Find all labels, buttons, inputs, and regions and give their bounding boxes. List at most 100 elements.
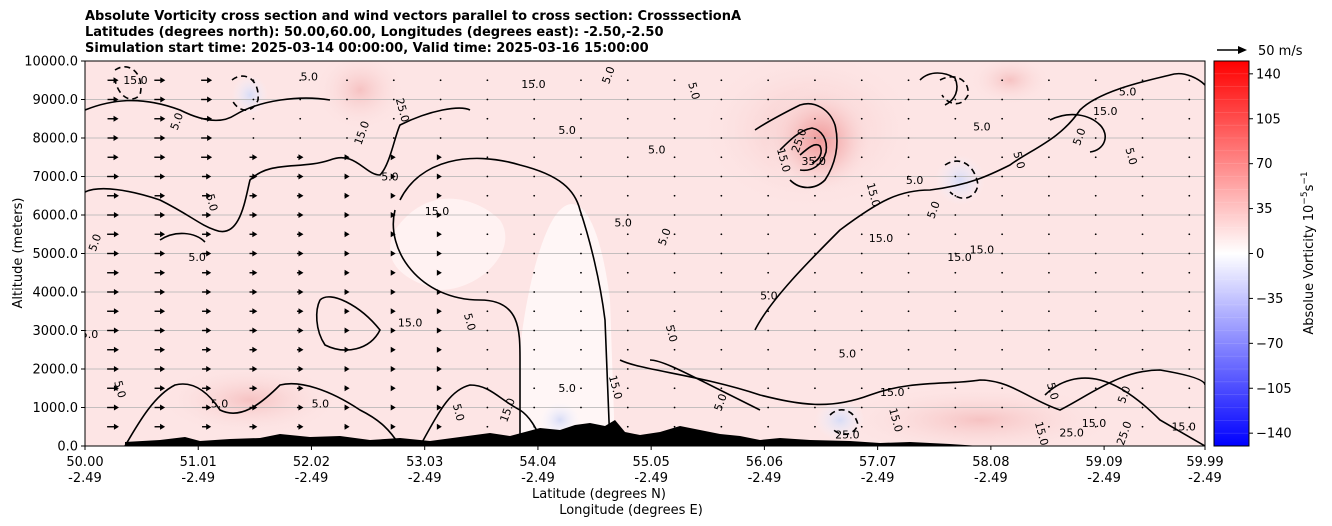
y-axis-ticks: 0.0 1000.0 2000.0 3000.0 4000.0 5000.0 6000.0 7…	[24, 55, 85, 455]
wind-vector-head	[252, 404, 258, 411]
wind-vector	[907, 329, 910, 332]
wind-vector	[814, 425, 816, 428]
wind-vector	[673, 329, 676, 332]
wind-vector	[767, 329, 770, 332]
wind-vector	[907, 79, 910, 82]
wind-vector	[767, 348, 770, 351]
wind-vector	[954, 348, 957, 351]
wind-vector	[814, 291, 816, 293]
wind-vector	[1141, 79, 1144, 82]
wind-vector	[252, 117, 255, 120]
wind-vector	[1141, 310, 1144, 313]
wind-vector	[907, 387, 910, 390]
wind-vector-head	[390, 192, 396, 199]
wind-vector-head	[344, 250, 350, 257]
wind-vector	[392, 79, 395, 82]
wind-vector	[673, 348, 676, 351]
wind-vector	[673, 291, 676, 293]
wind-vector-head	[113, 308, 119, 315]
wind-vector-head	[207, 154, 213, 161]
wind-vector	[1141, 156, 1144, 159]
wind-vector	[954, 214, 957, 216]
wind-vector-head	[160, 77, 166, 84]
wind-vector	[907, 348, 910, 351]
wind-vector	[720, 348, 723, 351]
wind-vector	[1094, 348, 1097, 351]
wind-vector	[533, 252, 536, 255]
x-tick-label-latitude: 55.05	[633, 455, 670, 470]
contour-line	[419, 384, 546, 446]
wind-vector-head	[436, 231, 442, 238]
x-axis-label-longitude: Longitude (degrees E)	[559, 503, 703, 518]
wind-vector-head	[113, 154, 119, 161]
wind-vector	[673, 194, 676, 197]
wind-vector	[954, 291, 957, 293]
wind-vector-head	[206, 327, 212, 334]
wind-vector	[1188, 214, 1191, 216]
wind-vector	[1048, 310, 1050, 313]
wind-vector-head	[344, 423, 350, 430]
wind-vector	[954, 79, 957, 82]
contour-label: 15.0	[398, 317, 423, 330]
wind-vector	[486, 368, 489, 370]
negative-contours	[114, 66, 979, 436]
wind-vector	[720, 387, 723, 390]
wind-vector	[580, 310, 582, 313]
wind-vector	[1188, 329, 1191, 332]
wind-vector	[767, 79, 770, 82]
wind-vector	[860, 329, 863, 332]
wind-vector-head	[436, 404, 442, 411]
contour-label: 5.0	[1115, 384, 1133, 405]
colorbar-gradient	[1214, 61, 1249, 446]
contour-line-negative	[829, 409, 859, 436]
wind-vector-head	[298, 366, 304, 372]
wind-vector-head	[436, 423, 442, 430]
wind-vector-head	[160, 154, 166, 161]
contour-label: 15.0	[123, 74, 148, 87]
wind-vector	[954, 233, 957, 236]
wind-vector	[626, 252, 629, 255]
contour-label: 5.0	[450, 402, 467, 422]
wind-vector-head	[160, 327, 166, 334]
x-tick-label-longitude: -2.49	[974, 471, 1008, 486]
wind-vector	[767, 194, 770, 197]
wind-vector	[954, 137, 957, 139]
wind-vector	[580, 329, 582, 332]
wind-vector	[299, 117, 302, 120]
wind-vector	[1141, 368, 1144, 370]
contour-label: 15.0	[1082, 417, 1107, 430]
colorbar-ticks: 140 105 70 35 0 −35 −70 −105 −140	[1249, 67, 1292, 442]
wind-vector	[1141, 329, 1144, 332]
wind-vector	[580, 387, 582, 390]
wind-vector	[673, 425, 676, 428]
contour-label: 5.0	[1119, 86, 1137, 99]
contour-label: 5.0	[712, 392, 730, 413]
wind-vector-head	[206, 231, 212, 238]
wind-vector	[626, 233, 629, 236]
wind-vector	[907, 271, 910, 274]
wind-vector	[1001, 271, 1004, 274]
x-tick-label-latitude: 54.04	[519, 455, 556, 470]
wind-vector	[1048, 156, 1050, 159]
wind-vector	[1094, 252, 1097, 255]
x-tick-label-longitude: -2.49	[408, 471, 442, 486]
wind-vector	[1094, 291, 1097, 293]
wind-vector	[860, 194, 863, 197]
x-axis-label: Latitude (degrees N)	[532, 487, 666, 502]
wind-vector-head	[113, 212, 119, 218]
wind-vector	[626, 214, 629, 216]
wind-vector	[533, 79, 536, 82]
wind-vector	[626, 387, 629, 390]
wind-vector	[767, 310, 770, 313]
y-tick-label: 1000.0	[33, 401, 79, 416]
wind-vector	[626, 291, 629, 293]
wind-vector	[1141, 214, 1144, 216]
wind-vector	[814, 156, 816, 159]
contour-label: 15.0	[886, 407, 905, 434]
wind-vector	[533, 117, 536, 120]
wind-vector-head	[160, 96, 166, 103]
wind-vector	[252, 79, 255, 82]
wind-vector-head	[252, 192, 258, 199]
wind-vector	[907, 291, 910, 293]
colorbar-label-exponent: −5	[1300, 191, 1310, 204]
